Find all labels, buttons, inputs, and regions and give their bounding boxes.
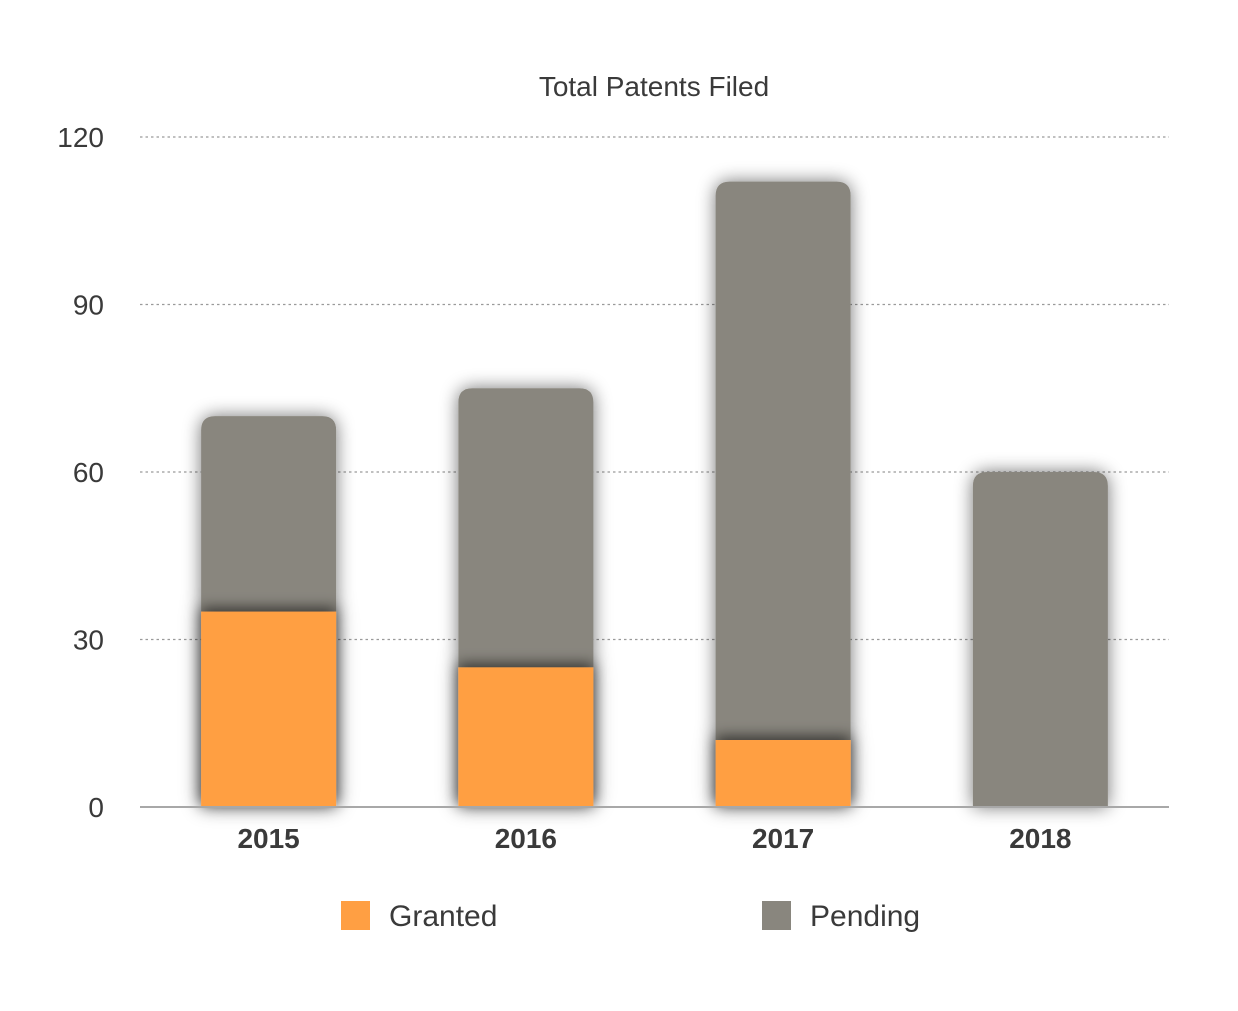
bar-stack-2017 (715, 181, 851, 807)
legend-swatch (341, 901, 370, 930)
legend-swatch (762, 901, 791, 930)
y-tick-label: 0 (88, 792, 104, 823)
bar-stack-2015 (201, 416, 337, 807)
x-tick-label: 2017 (752, 823, 814, 854)
x-axis: 2015 2016 2017 2018 (237, 823, 1071, 854)
bar-pending-2018 (972, 472, 1108, 807)
legend-label: Pending (810, 900, 920, 933)
y-tick-label: 60 (73, 457, 104, 488)
bar-pending-2016 (458, 388, 594, 668)
legend: Granted Pending (341, 900, 920, 933)
legend-item-granted: Granted (341, 900, 497, 933)
bar-granted-2016 (458, 667, 594, 807)
bar-stack-2018 (972, 472, 1108, 807)
y-tick-label: 30 (73, 625, 104, 656)
bar-pending-2017 (715, 181, 851, 740)
y-tick-label: 120 (57, 122, 104, 153)
legend-item-pending: Pending (762, 900, 920, 933)
bar-granted-2015 (201, 611, 337, 807)
legend-label: Granted (389, 900, 497, 933)
bars (201, 181, 1108, 807)
x-tick-label: 2015 (237, 823, 299, 854)
y-axis: 0 30 60 90 120 (57, 122, 104, 823)
bar-stack-2016 (458, 388, 594, 807)
x-tick-label: 2018 (1009, 823, 1071, 854)
bar-pending-2015 (201, 416, 337, 612)
bar-granted-2017 (715, 740, 851, 807)
chart-title: Total Patents Filed (539, 71, 769, 102)
y-tick-label: 90 (73, 290, 104, 321)
x-tick-label: 2016 (495, 823, 557, 854)
